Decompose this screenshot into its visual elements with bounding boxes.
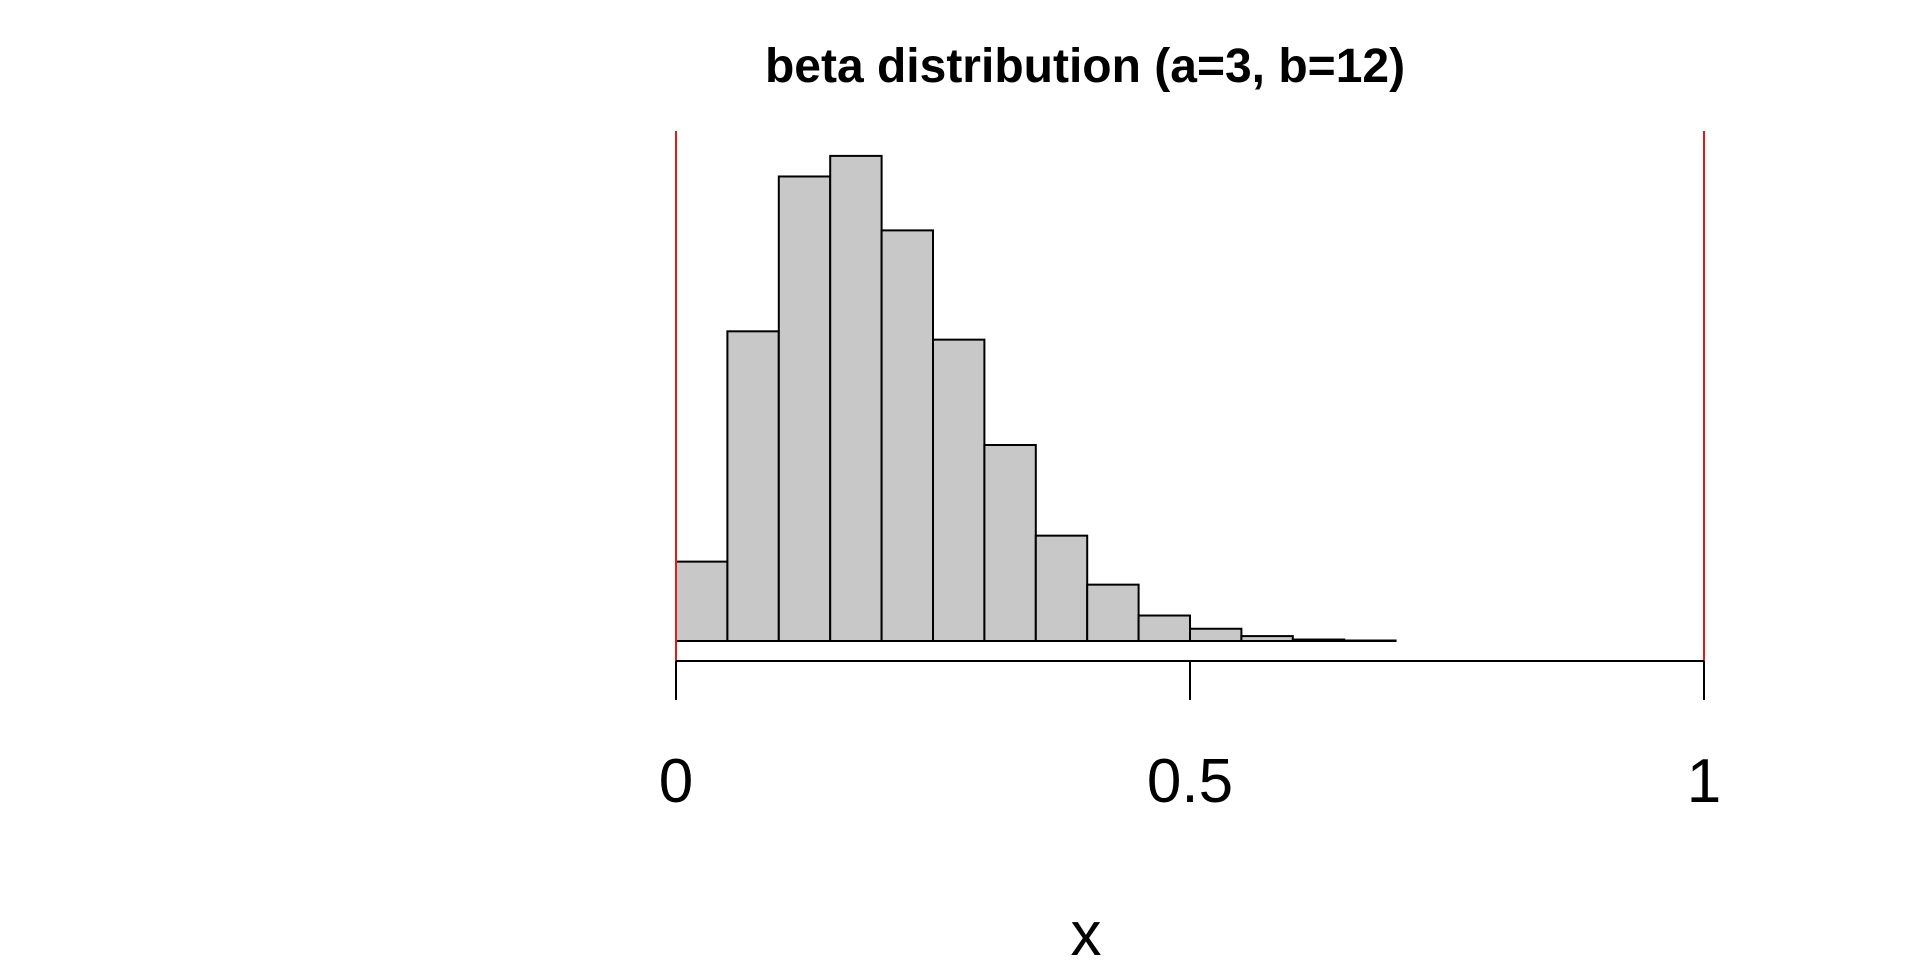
histogram-bar: [1137, 614, 1191, 643]
histogram-bar: [777, 175, 832, 642]
histogram-bar: [932, 338, 986, 642]
histogram-bar: [1189, 627, 1243, 642]
x-axis-label: x: [1071, 900, 1102, 960]
histogram-bar: [1291, 638, 1346, 643]
histogram-bar: [726, 330, 780, 642]
x-tick-label: 0.5: [1147, 747, 1233, 816]
x-axis: 0 0.5 1: [659, 660, 1721, 816]
reference-lines: [675, 131, 1705, 700]
histogram-bar: [1086, 583, 1140, 643]
histogram-bar: [675, 560, 729, 642]
histogram-bars: [675, 154, 1397, 643]
histogram-bar: [1240, 635, 1294, 642]
x-tick-label: 1: [1687, 747, 1721, 816]
histogram-bar: [983, 444, 1037, 642]
chart-title: beta distribution (a=3, b=12): [765, 40, 1405, 93]
histogram-bar: [1034, 534, 1089, 643]
x-tick-label: 0: [659, 747, 693, 816]
histogram-bar: [880, 229, 934, 642]
histogram-bar: [829, 154, 883, 642]
